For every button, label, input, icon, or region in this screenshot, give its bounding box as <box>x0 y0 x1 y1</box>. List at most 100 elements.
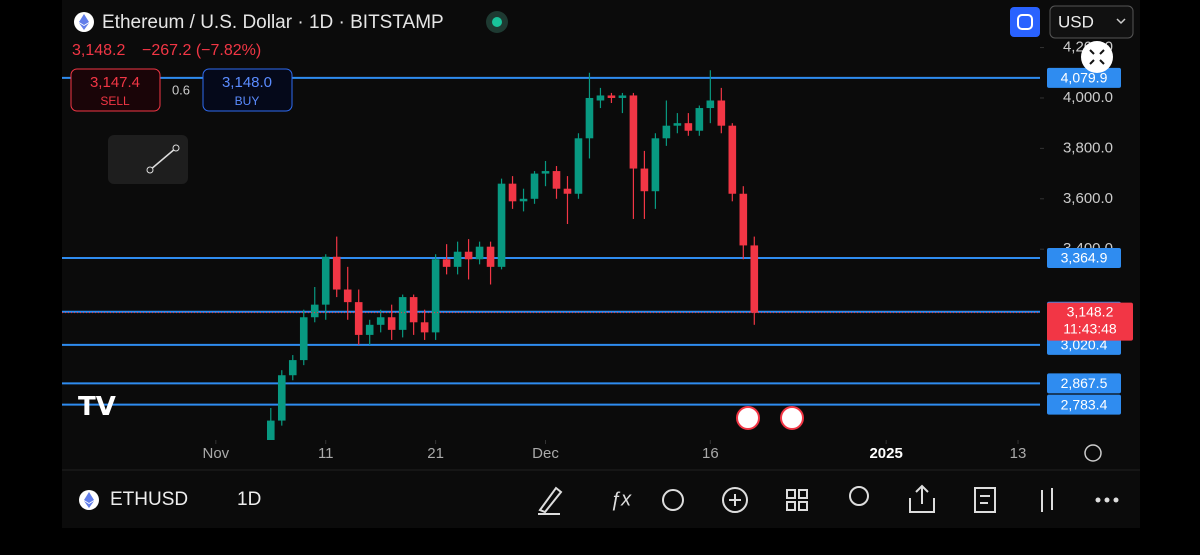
eth-icon <box>79 14 89 30</box>
collapse-button[interactable] <box>1081 41 1113 73</box>
indicator-icon[interactable]: ƒx <box>610 488 632 510</box>
toolbar-icons <box>538 484 1053 515</box>
share-icon[interactable] <box>909 484 935 513</box>
add-icon[interactable] <box>722 487 748 513</box>
candle-body <box>442 259 451 267</box>
sell-button[interactable] <box>70 68 161 112</box>
buy-button[interactable] <box>202 68 293 112</box>
candle-body <box>585 97 594 139</box>
x-tick-label: 16 <box>702 445 719 462</box>
alert-icon[interactable] <box>662 489 684 511</box>
x-tick-label: 11 <box>318 445 334 462</box>
y-tick-label: 3,800.0 <box>1063 139 1113 156</box>
candle-body <box>541 171 550 174</box>
event-flag[interactable] <box>736 406 760 430</box>
sync-button[interactable] <box>1010 7 1040 37</box>
candle-body <box>695 108 704 131</box>
x-tick-label: 2025 <box>869 445 902 462</box>
candle-body <box>387 317 396 330</box>
level-tag <box>1047 394 1121 415</box>
candle-body <box>475 246 484 260</box>
buy-price: 3,148.0 <box>222 74 272 91</box>
drawing-widget[interactable] <box>108 135 188 184</box>
notes-icon[interactable] <box>974 487 996 513</box>
chevron <box>1116 18 1126 25</box>
candle-body <box>717 100 726 126</box>
x-tick-label: 13 <box>1010 445 1027 462</box>
layout-icon[interactable] <box>786 489 796 499</box>
draw-icon[interactable] <box>538 486 563 515</box>
collapse-icon <box>1089 49 1105 65</box>
toolbar-symbol[interactable]: ETHUSD <box>110 489 188 510</box>
candle-body <box>343 289 352 303</box>
level-label: 4,079.9 <box>1061 70 1108 86</box>
candle-body <box>530 173 539 199</box>
toolbar-interval[interactable]: 1D <box>237 489 261 510</box>
candle-body <box>651 138 660 192</box>
candle-body <box>563 188 572 194</box>
last-price: 3,148.2 <box>72 42 125 59</box>
candle-body <box>629 95 638 169</box>
level-tag <box>1047 248 1121 269</box>
candle-body <box>365 324 374 335</box>
candle-body <box>288 360 297 376</box>
candle-body <box>277 375 286 421</box>
candle-body <box>519 198 528 202</box>
currency: USD <box>1058 12 1094 31</box>
candle-body <box>376 317 385 325</box>
candle-body <box>266 420 275 440</box>
last-price-label: 3,148.2 <box>1067 303 1114 319</box>
x-tick-label: Dec <box>532 445 559 462</box>
symbol-title[interactable]: Ethereum / U.S. Dollar · 1D · BITSTAMP <box>102 12 444 33</box>
axis: 3,400.03,600.03,800.04,000.04,200.0Nov11… <box>202 39 1133 462</box>
candle-body <box>673 123 682 126</box>
candle-body <box>684 123 693 131</box>
candle-body <box>750 245 759 313</box>
level-tag <box>1047 67 1121 88</box>
trendline-handle <box>146 166 154 174</box>
settings-icon[interactable] <box>1084 444 1102 462</box>
trendline-icon <box>149 147 177 171</box>
candle-body <box>508 183 517 202</box>
x-tick-label: 21 <box>427 445 444 462</box>
chart-type-icon[interactable] <box>1041 488 1053 512</box>
candle-body <box>640 168 649 192</box>
candle-body <box>618 95 627 98</box>
level-label: 3,364.9 <box>1061 250 1108 266</box>
buy-label: BUY <box>235 94 260 108</box>
candle-body <box>662 125 671 139</box>
layout-icon <box>786 501 796 511</box>
level-label: 2,783.4 <box>1061 396 1108 412</box>
sync-icon <box>1017 14 1033 30</box>
y-tick-label: 3,600.0 <box>1063 190 1113 207</box>
countdown: 11:43:48 <box>1063 320 1117 336</box>
candle-body <box>409 297 418 323</box>
layout-icon <box>798 501 808 511</box>
event-flag[interactable] <box>780 406 804 430</box>
candle-body <box>332 256 341 290</box>
x-tick-label: Nov <box>202 445 229 462</box>
tv-logo: 𝗧𝗩 <box>78 391 116 421</box>
candle-body <box>464 251 473 260</box>
ideas-icon[interactable] <box>849 486 869 506</box>
candle-body <box>574 138 583 194</box>
more-icon[interactable] <box>1095 497 1119 503</box>
candle-body <box>497 183 506 267</box>
sell-label: SELL <box>100 94 130 108</box>
candle-body <box>321 256 330 305</box>
candle-body <box>596 95 605 101</box>
level-label: 2,867.5 <box>1061 375 1108 391</box>
y-tick-label: 4,000.0 <box>1063 89 1113 106</box>
candle-body <box>398 297 407 330</box>
sell-price: 3,147.4 <box>90 74 140 91</box>
candle-body <box>739 193 748 246</box>
currency-select[interactable] <box>1049 5 1134 39</box>
candle-body <box>607 95 616 98</box>
candle-body <box>706 100 715 109</box>
candle-body <box>299 317 308 361</box>
last-price-tag <box>1047 302 1133 341</box>
candle-body <box>431 259 440 333</box>
candle-body <box>552 171 561 189</box>
